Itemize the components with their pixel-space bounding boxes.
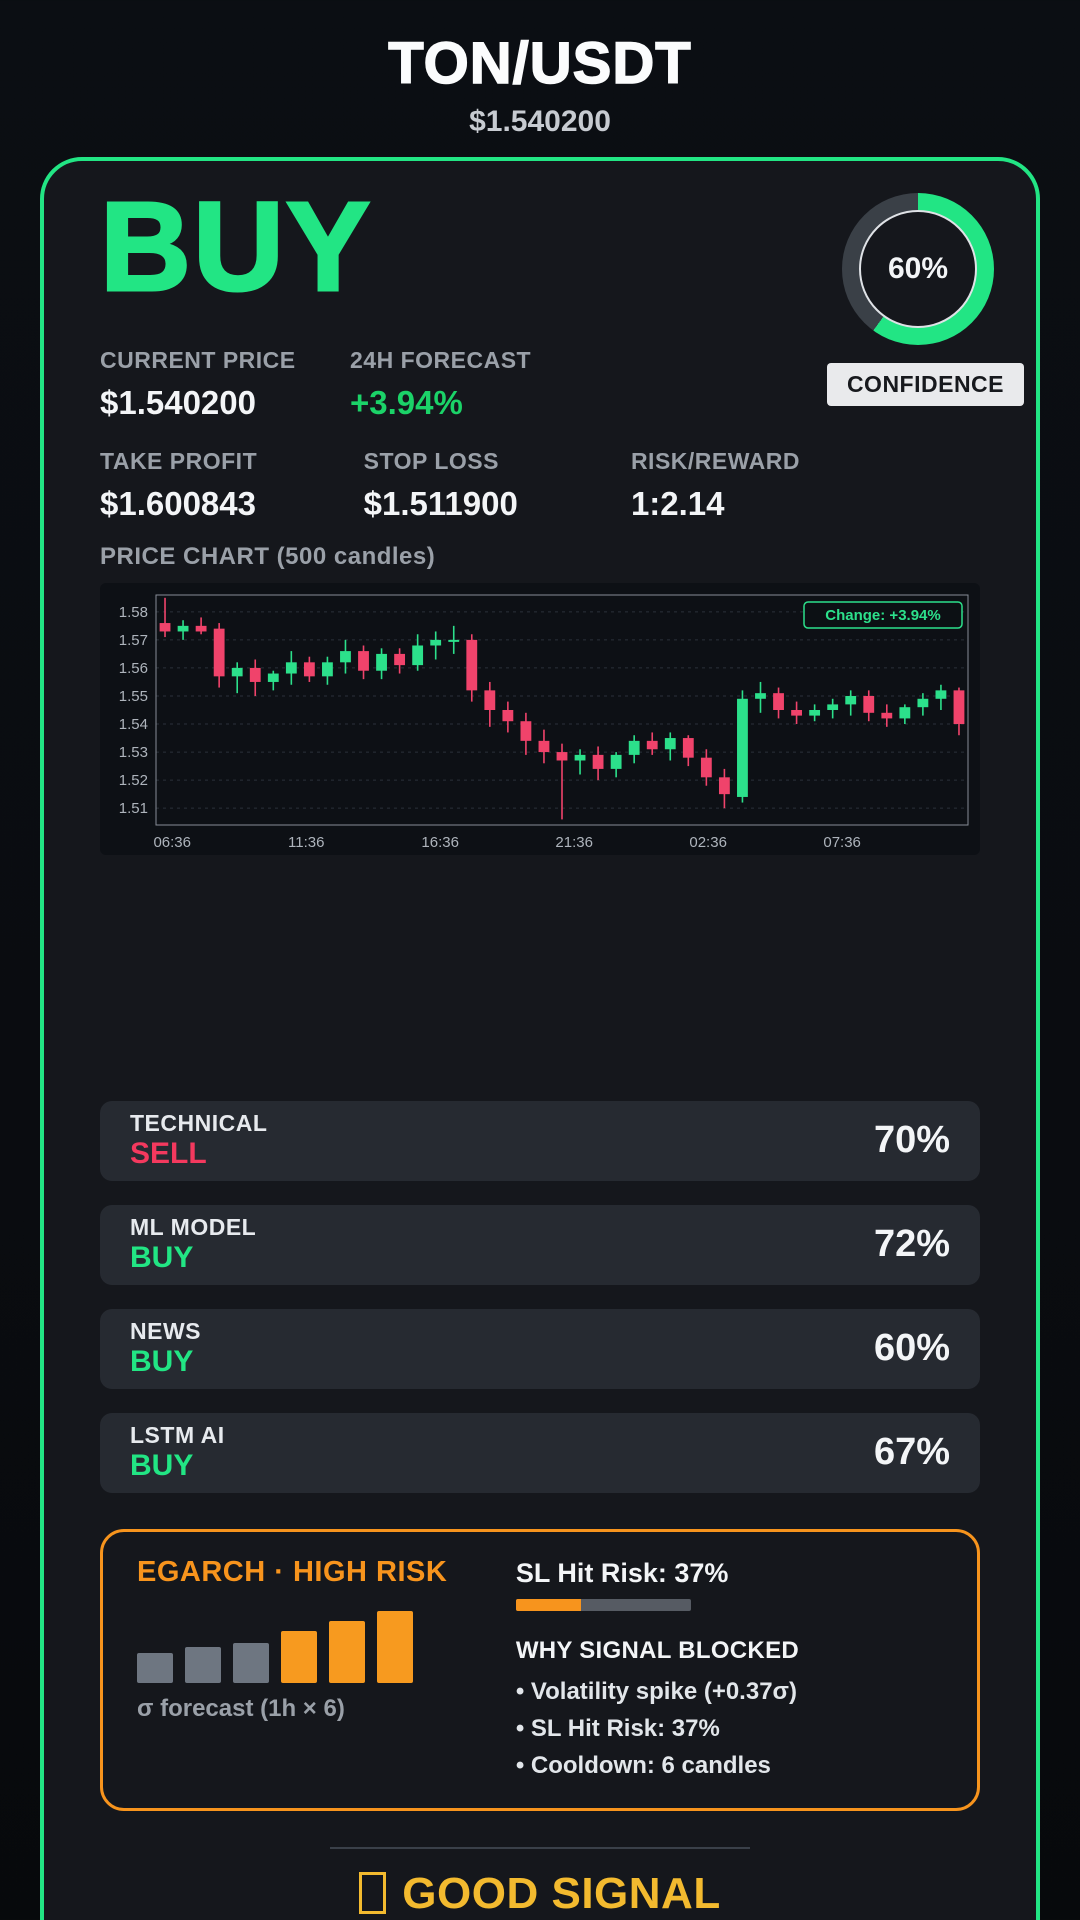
breakdown-signal: BUY: [130, 1448, 194, 1482]
confidence-chip: CONFIDENCE: [826, 363, 1024, 406]
risk-title: EGARCH · HIGH RISK: [137, 1555, 448, 1588]
verdict-line: GOOD SIGNAL: [100, 1869, 980, 1919]
breakdown-left: NEWS BUY: [130, 1318, 201, 1380]
sigma-bar: [329, 1620, 365, 1683]
svg-text:1.55: 1.55: [119, 688, 148, 705]
sl-hit-risk-fill: [515, 1598, 581, 1611]
breakdown-left: LSTM AI BUY: [130, 1422, 225, 1484]
svg-text:1.57: 1.57: [119, 632, 148, 649]
stat-label: CURRENT PRICE: [100, 346, 296, 373]
breakdown-label: LSTM AI: [130, 1421, 225, 1448]
breakdown-row-ml-model: ML MODEL BUY 72%: [100, 1204, 980, 1285]
breakdown-label: TECHNICAL: [130, 1109, 268, 1136]
svg-text:1.51: 1.51: [119, 800, 148, 817]
sigma-forecast-bars: [137, 1609, 516, 1683]
sigma-bar: [281, 1630, 317, 1683]
svg-text:1.52: 1.52: [119, 772, 148, 789]
breakdown-signal: BUY: [130, 1344, 194, 1378]
breakdown-label: ML MODEL: [130, 1213, 257, 1240]
stats-row-1: CURRENT PRICE $1.540200 24H FORECAST +3.…: [100, 347, 800, 422]
blocked-item: • Cooldown: 6 candles: [515, 1751, 771, 1779]
breakdown-percent: 70%: [873, 1119, 950, 1162]
verdict-text: GOOD SIGNAL: [402, 1868, 721, 1918]
confidence-donut-hole: 60%: [859, 210, 977, 328]
breakdown-row-lstm-ai: LSTM AI BUY 67%: [100, 1412, 980, 1493]
svg-text:1.53: 1.53: [119, 744, 148, 761]
breakdown-left: TECHNICAL SELL: [130, 1110, 267, 1172]
sigma-bar: [137, 1652, 173, 1683]
stats-row-2: TAKE PROFIT $1.600843 STOP LOSS $1.51190…: [100, 448, 800, 523]
blocked-item: • Volatility spike (+0.37σ): [515, 1677, 797, 1705]
svg-text:06:36: 06:36: [153, 834, 191, 851]
sl-hit-risk-label: SL Hit Risk: 37%: [515, 1557, 729, 1588]
footer-divider: [330, 1846, 750, 1849]
risk-panel: EGARCH · HIGH RISK σ forecast (1h × 6) S…: [100, 1528, 980, 1811]
sigma-bar: [185, 1646, 221, 1683]
svg-text:Change: +3.94%: Change: +3.94%: [825, 607, 940, 624]
sigma-caption: σ forecast (1h × 6): [137, 1694, 345, 1722]
breakdown-percent: 60%: [873, 1327, 950, 1370]
blocked-item: • SL Hit Risk: 37%: [515, 1714, 720, 1742]
chart-section-title: PRICE CHART (500 candles): [100, 542, 436, 570]
stat-label: TAKE PROFIT: [100, 447, 258, 474]
stat-take-profit: TAKE PROFIT $1.600843: [100, 448, 364, 523]
stat-value: $1.600843: [100, 484, 256, 522]
signal-summary: BUY CURRENT PRICE $1.540200 24H FORECAST…: [99, 176, 800, 523]
stat-value: 1:2.14: [630, 484, 725, 522]
stat-risk-reward: RISK/REWARD 1:2.14: [631, 448, 800, 523]
breakdown-row-technical: TECHNICAL SELL 70%: [100, 1100, 980, 1181]
signal-breakdown: TECHNICAL SELL 70% ML MODEL BUY 72% NEWS…: [100, 1100, 980, 1493]
stat-current-price: CURRENT PRICE $1.540200: [100, 347, 350, 422]
sigma-bar: [233, 1642, 269, 1683]
stat-value: $1.540200: [100, 383, 256, 421]
candlestick-chart-svg: 1.51 1.52 1.53 1.54 1.55 1.56 1.57 1.58 06:36 11:…: [119, 594, 969, 851]
stat-label: 24H FORECAST: [350, 346, 532, 373]
stat-label: RISK/REWARD: [630, 447, 800, 474]
breakdown-percent: 67%: [873, 1431, 950, 1474]
svg-text:1.54: 1.54: [119, 716, 148, 733]
sl-hit-risk-bar: [515, 1598, 691, 1611]
breakdown-percent: 72%: [873, 1223, 950, 1266]
price-chart: 1.51 1.52 1.53 1.54 1.55 1.56 1.57 1.58 06:36 11:…: [100, 582, 980, 855]
svg-text:07:36: 07:36: [823, 834, 861, 851]
svg-text:16:36: 16:36: [421, 834, 459, 851]
pair-current-price: $1.540200: [469, 105, 611, 138]
blocked-list: • Volatility spike (+0.37σ) • SL Hit Ris…: [516, 1673, 943, 1784]
svg-text:11:36: 11:36: [288, 834, 324, 851]
signal-action: BUY: [99, 176, 373, 317]
stat-24h-forecast: 24H FORECAST +3.94%: [350, 347, 531, 422]
svg-text:21:36: 21:36: [555, 834, 593, 851]
card-header: BUY CURRENT PRICE $1.540200 24H FORECAST…: [99, 176, 1024, 523]
stat-value: $1.511900: [363, 484, 518, 522]
breakdown-label: NEWS: [130, 1317, 201, 1344]
confidence-percent: 60%: [887, 252, 949, 285]
breakdown-signal: SELL: [130, 1136, 207, 1170]
breakdown-left: ML MODEL BUY: [130, 1214, 256, 1276]
stat-value: +3.94%: [350, 383, 463, 421]
risk-left-column: EGARCH · HIGH RISK σ forecast (1h × 6): [137, 1556, 516, 1784]
risk-right-column: SL Hit Risk: 37% WHY SIGNAL BLOCKED • Vo…: [515, 1556, 943, 1784]
breakdown-row-news: NEWS BUY 60%: [100, 1308, 980, 1389]
svg-text:1.58: 1.58: [119, 604, 148, 621]
confidence-block: 60% CONFIDENCE: [800, 187, 1024, 523]
blocked-title: WHY SIGNAL BLOCKED: [515, 1636, 800, 1664]
signal-card: BUY CURRENT PRICE $1.540200 24H FORECAST…: [40, 157, 1040, 1920]
confidence-donut-gauge: 60%: [842, 193, 994, 345]
stat-label: STOP LOSS: [363, 447, 499, 474]
svg-text:02:36: 02:36: [689, 834, 727, 851]
verdict-emoji-tofu-icon: [359, 1871, 387, 1914]
breakdown-signal: BUY: [130, 1240, 194, 1274]
pair-title: TON/USDT: [388, 30, 692, 97]
stat-stop-loss: STOP LOSS $1.511900: [364, 448, 631, 523]
sigma-bar: [377, 1610, 413, 1683]
svg-text:1.56: 1.56: [119, 660, 148, 677]
